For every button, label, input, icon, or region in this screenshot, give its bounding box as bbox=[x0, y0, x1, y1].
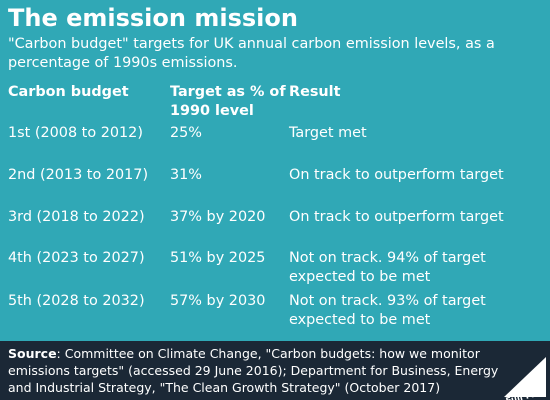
full-fact-logo: Full Fact bbox=[504, 357, 546, 400]
chart-title: The emission mission bbox=[8, 4, 298, 32]
full-fact-logo-icon bbox=[504, 357, 546, 397]
source-text: : Committee on Climate Change, "Carbon b… bbox=[8, 346, 499, 395]
row-2-target: 31% bbox=[170, 167, 202, 183]
chart-subtitle: "Carbon budget" targets for UK annual ca… bbox=[8, 36, 495, 71]
source-note: Source: Committee on Climate Change, "Ca… bbox=[8, 345, 513, 396]
row-5-target: 57% by 2030 bbox=[170, 293, 266, 309]
row-3-target: 37% by 2020 bbox=[170, 209, 266, 225]
column-header-target: Target as % of 1990 level bbox=[170, 84, 286, 119]
row-5-result: Not on track. 93% of target expected to … bbox=[289, 293, 486, 328]
row-2-budget: 2nd (2013 to 2017) bbox=[8, 167, 149, 183]
row-3-result: On track to outperform target bbox=[289, 209, 504, 225]
column-header-budget: Carbon budget bbox=[8, 84, 129, 100]
row-1-budget: 1st (2008 to 2012) bbox=[8, 125, 143, 141]
row-1-result: Target met bbox=[289, 125, 367, 141]
source-footer: Source: Committee on Climate Change, "Ca… bbox=[0, 341, 550, 400]
source-label: Source bbox=[8, 346, 57, 361]
row-1-target: 25% bbox=[170, 125, 202, 141]
row-2-result: On track to outperform target bbox=[289, 167, 504, 183]
row-3-budget: 3rd (2018 to 2022) bbox=[8, 209, 145, 225]
column-header-result: Result bbox=[289, 84, 341, 100]
row-5-budget: 5th (2028 to 2032) bbox=[8, 293, 145, 309]
row-4-budget: 4th (2023 to 2027) bbox=[8, 250, 145, 266]
row-4-target: 51% by 2025 bbox=[170, 250, 266, 266]
row-4-result: Not on track. 94% of target expected to … bbox=[289, 250, 486, 285]
